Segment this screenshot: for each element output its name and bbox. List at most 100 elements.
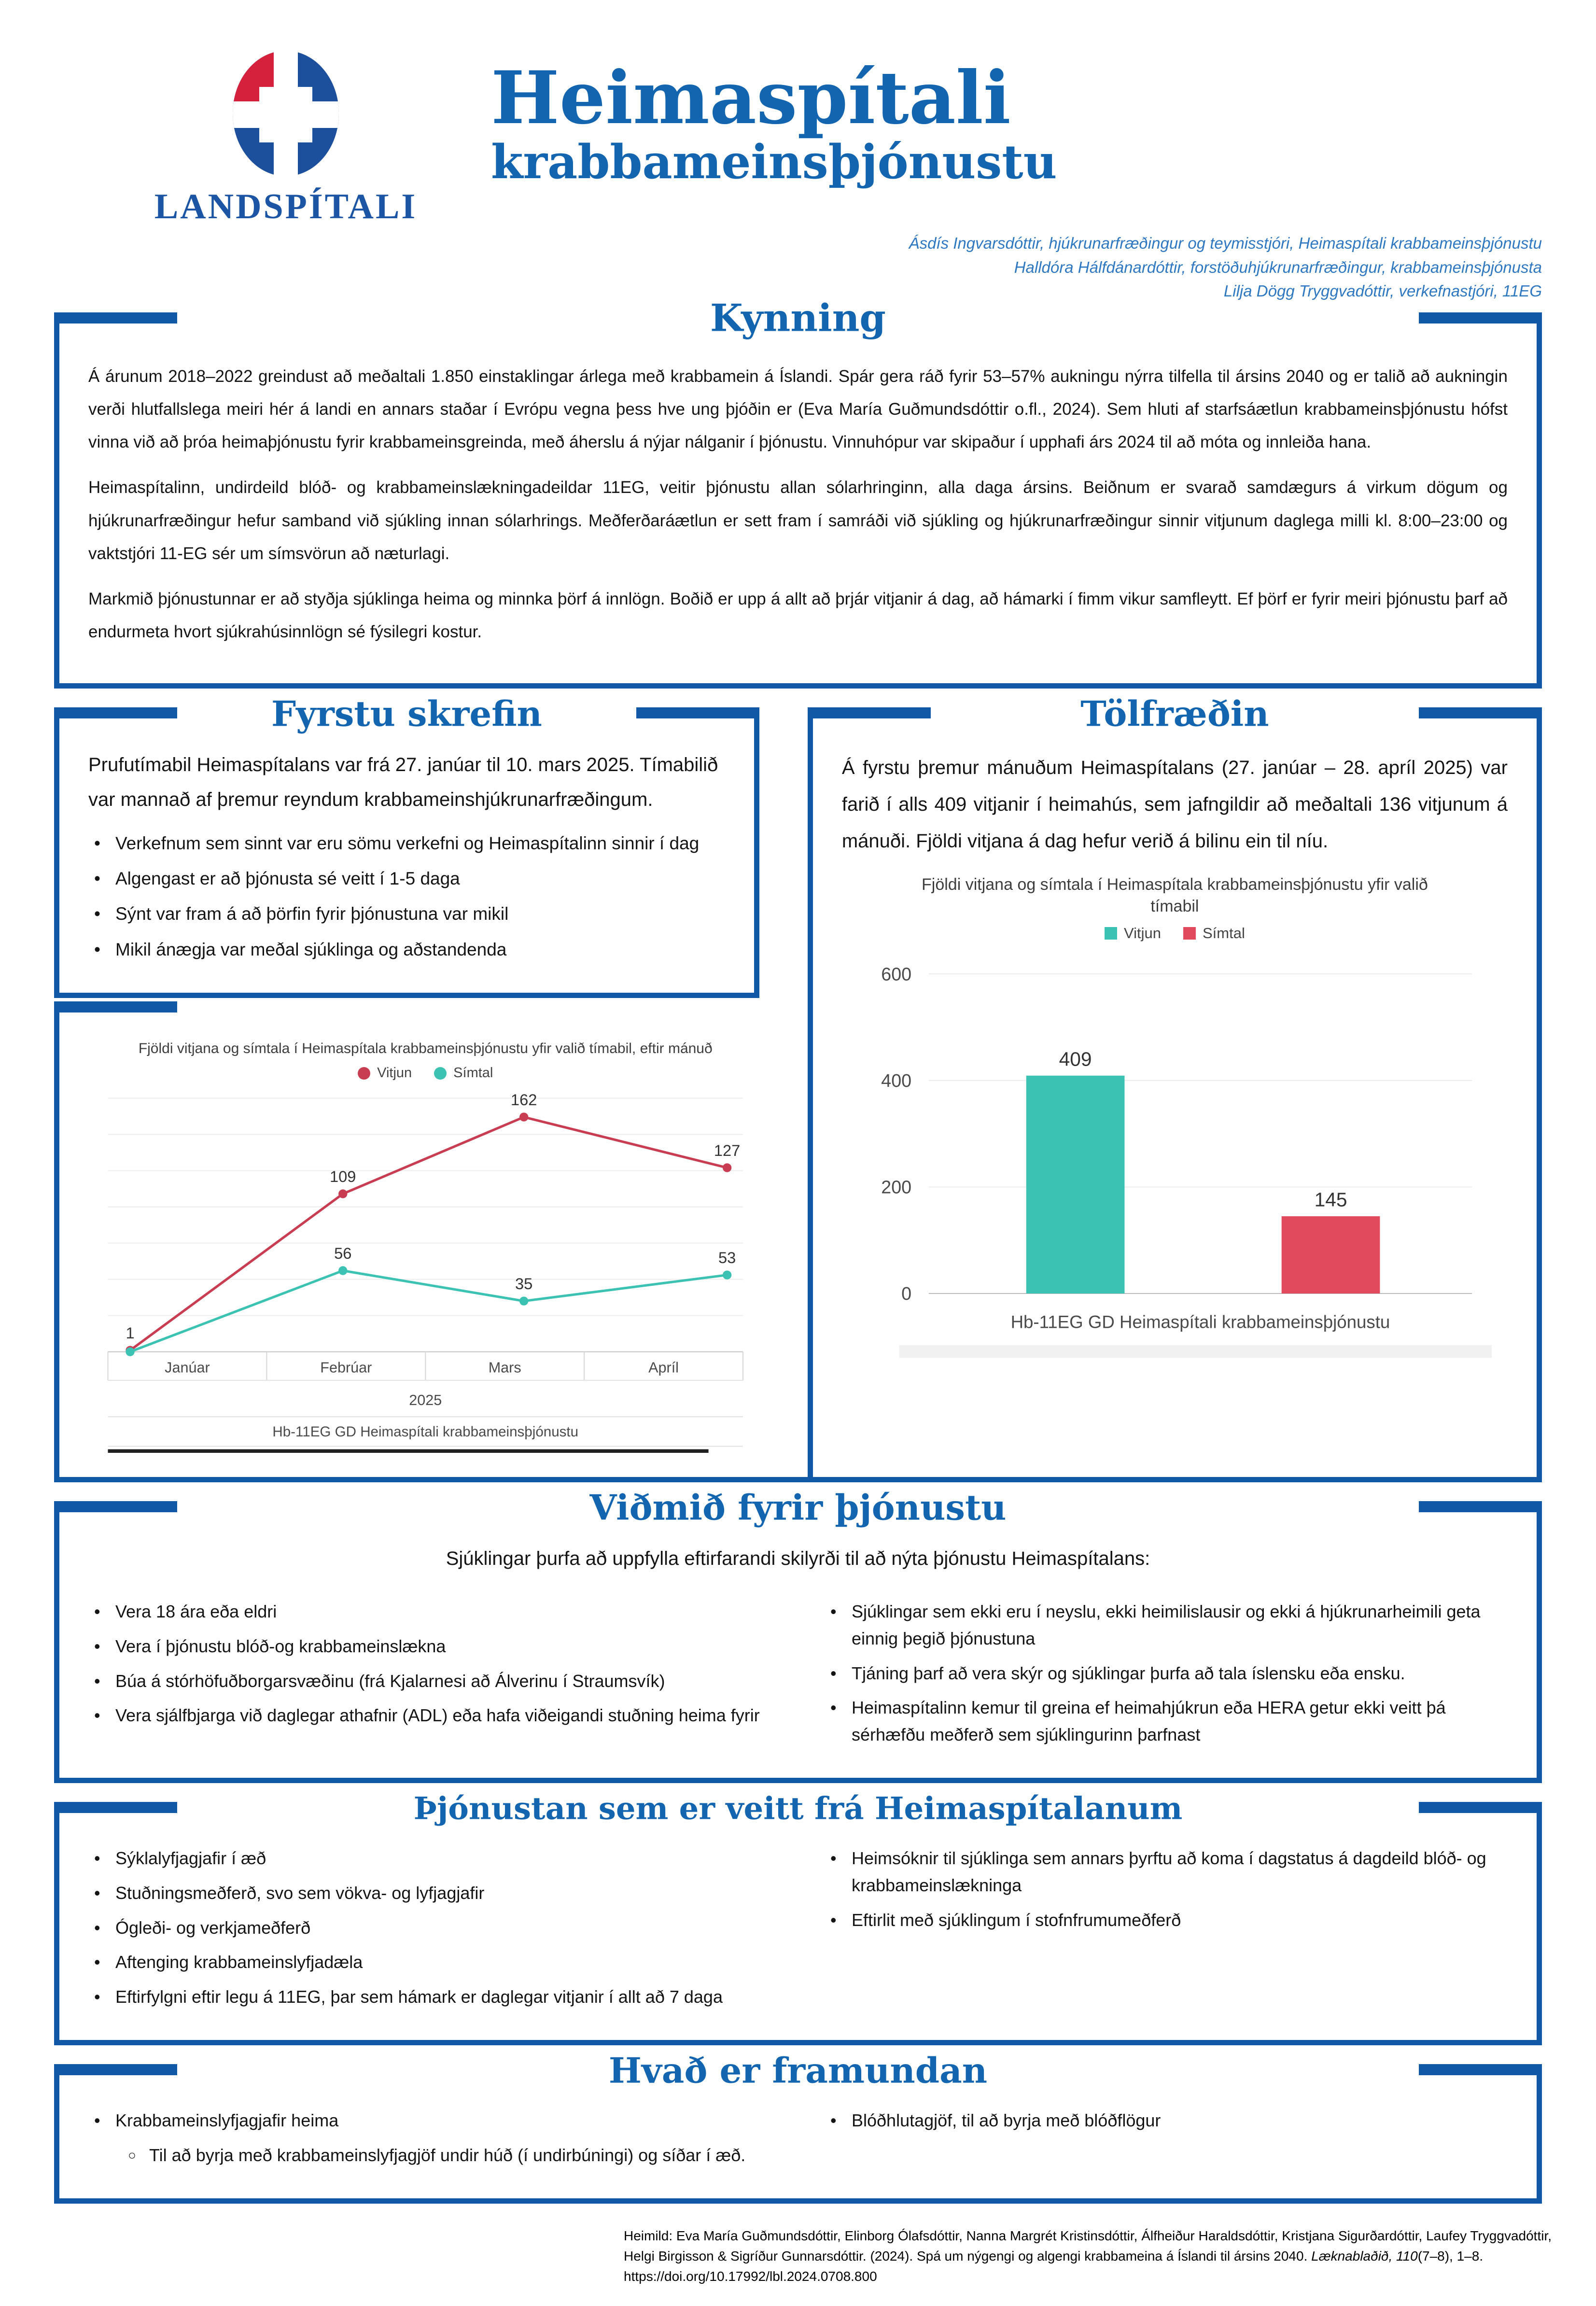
author-line: Halldóra Hálfdánardóttir, forstöðuhjúkru… — [1014, 258, 1542, 276]
bar-chart-title: Fjöldi vitjana og símtala í Heimaspítala… — [922, 875, 1428, 916]
vidmid-intro: Sjúklingar þurfa að uppfylla eftirfarand… — [446, 1548, 1150, 1570]
simtal-swatch-icon — [1183, 927, 1196, 940]
list-item: Eftirlit með sjúklingum í stofnfrumumeðf… — [830, 1907, 1508, 1934]
svg-text:Mars: Mars — [489, 1360, 521, 1376]
list-item: Eftirfylgni eftir legu á 11EG, þar sem h… — [94, 1983, 771, 2011]
legend-item-simtal: Símtal — [1183, 925, 1245, 942]
list-item: Heimsóknir til sjúklinga sem annars þyrf… — [830, 1845, 1508, 1899]
author-line: Ásdís Ingvarsdóttir, hjúkrunarfræðingur … — [909, 234, 1542, 252]
bar-chart-plot: 0 200 400 600 409 145 Hb-11EG GD Heimaspítali … — [855, 947, 1494, 1382]
landspitali-logo: LANDSPÍTALI — [139, 46, 433, 227]
svg-text:109: 109 — [330, 1167, 356, 1185]
landspitali-cross-icon — [225, 46, 346, 183]
section-kynning: Kynning Á árunum 2018–2022 greindust að … — [54, 296, 1542, 689]
thjonustan-left-list: Sýklalyfjagjafir í æð Stuðningsmeðferð, … — [88, 1837, 771, 2018]
list-item: Aftenging krabbameinslyfjadæla — [94, 1949, 771, 1976]
framundan-left-list: Krabbameinslyfjagjafir heima Til að byrj… — [88, 2099, 771, 2177]
framundan-columns: Krabbameinslyfjagjafir heima Til að byrj… — [88, 2099, 1508, 2177]
section-fyrstu-skrefin: Fyrstu skrefin Prufutímabil Heimaspítala… — [54, 692, 759, 998]
tolfraedin-paragraph: Á fyrstu þremur mánuðum Heimaspítalans (… — [841, 757, 1508, 852]
svg-text:162: 162 — [511, 1091, 537, 1109]
line-chart-title: Fjöldi vitjana og símtala í Heimaspítala… — [138, 1040, 713, 1056]
svg-text:0: 0 — [902, 1284, 912, 1304]
list-item: Krabbameinslyfjagjafir heima — [94, 2107, 771, 2134]
list-item: Ógleði- og verkjameðferð — [94, 1914, 771, 1941]
visits-calls-total-bar-chart: Fjöldi vitjana og símtala í Heimaspítala… — [855, 874, 1494, 1382]
list-item: Vera 18 ára eða eldri — [94, 1598, 771, 1625]
svg-text:53: 53 — [718, 1249, 736, 1267]
list-item: Tjáning þarf að vera skýr og sjúklingar … — [830, 1660, 1508, 1687]
line-chart-plot: Janúar Febrúar Mars Apríl 2025 Hb-11EG GD Hei… — [96, 1086, 756, 1455]
vidmid-columns: Vera 18 ára eða eldri Vera í þjónustu bl… — [88, 1590, 1508, 1756]
list-item: Blóðhlutagjöf, til að byrja með blóðflög… — [830, 2107, 1508, 2134]
list-item: Verkefnum sem sinnt var eru sömu verkefn… — [94, 830, 725, 858]
section-title-tolfraedin: Tölfræðin — [1057, 692, 1292, 734]
vidmid-left-list: Vera 18 ára eða eldri Vera í þjónustu bl… — [88, 1590, 771, 1756]
header: LANDSPÍTALI Heimaspítali krabbameinsþjón… — [54, 46, 1542, 227]
svg-text:Apríl: Apríl — [648, 1360, 679, 1376]
legend-label: Vitjun — [1123, 925, 1161, 942]
section-framundan: Hvað er framundan Krabbameinslyfjagjafir… — [54, 2050, 1542, 2204]
poster-title: Heimaspítali krabbameinsþjónustu — [491, 46, 1057, 187]
legend-item-vitjun: Vitjun — [1104, 925, 1161, 942]
list-item: Vera í þjónustu blóð-og krabbameinslækna — [94, 1633, 771, 1660]
list-item: Sjúklingar sem ekki eru í neyslu, ekki h… — [830, 1598, 1508, 1652]
vidmid-right-list: Sjúklingar sem ekki eru í neyslu, ekki h… — [825, 1590, 1508, 1756]
simtal-dot-icon — [434, 1067, 447, 1080]
svg-text:Febrúar: Febrúar — [320, 1360, 372, 1376]
list-item: Sýnt var fram á að þörfin fyrir þjónustu… — [94, 900, 725, 928]
section-vidmid: Viðmið fyrir þjónustu Sjúklingar þurfa a… — [54, 1487, 1542, 1784]
svg-text:400: 400 — [882, 1070, 912, 1091]
reference-journal: Læknablaðið, 110 — [1311, 2248, 1418, 2264]
kynning-paragraph: Heimaspítalinn, undirdeild blóð- og krab… — [88, 478, 1508, 563]
svg-text:1: 1 — [126, 1324, 134, 1342]
kynning-paragraph: Á árunum 2018–2022 greindust að meðaltal… — [88, 366, 1508, 452]
framundan-right-list: Blóðhlutagjöf, til að byrja með blóðflög… — [825, 2099, 1508, 2177]
section-tolfraedin: Tölfræðin Á fyrstu þremur mánuðum Heimas… — [807, 692, 1542, 1483]
section-title-framundan: Hvað er framundan — [585, 2050, 1011, 2091]
svg-text:409: 409 — [1059, 1048, 1092, 1070]
svg-text:127: 127 — [714, 1141, 740, 1159]
svg-text:200: 200 — [882, 1177, 912, 1197]
section-thjonustan: Þjónustan sem er veitt frá Heimaspítalan… — [54, 1790, 1542, 2046]
list-item: Búa á stórhöfuðborgarsvæðinu (frá Kjalar… — [94, 1668, 771, 1695]
framundan-sub-list: Til að byrja með krabbameinslyfjagjöf un… — [115, 2142, 771, 2169]
list-item: Algengast er að þjónusta sé veitt í 1-5 … — [94, 865, 725, 893]
vitjun-swatch-icon — [1104, 927, 1117, 940]
legend-item-vitjun: Vitjun — [358, 1065, 412, 1081]
section-title-kynning: Kynning — [687, 296, 909, 340]
legend-label: Símtal — [1202, 925, 1245, 942]
visits-calls-by-month-line-chart: Fjöldi vitjana og símtala í Heimaspítala… — [86, 1034, 756, 1455]
svg-text:Janúar: Janúar — [165, 1360, 210, 1376]
bar-chart-legend: Vitjun Símtal — [855, 925, 1494, 942]
svg-text:Hb-11EG GD Heimaspítali krabba: Hb-11EG GD Heimaspítali krabbameinsþjónu… — [1011, 1312, 1390, 1332]
list-item: Heimaspítalinn kemur til greina ef heima… — [830, 1694, 1508, 1748]
thjonustan-columns: Sýklalyfjagjafir í æð Stuðningsmeðferð, … — [88, 1837, 1508, 2018]
reference-footnote: Heimild: Eva María Guðmundsdóttir, Elinb… — [624, 2226, 1584, 2287]
legend-item-simtal: Símtal — [434, 1065, 493, 1081]
list-item: Til að byrja með krabbameinslyfjagjöf un… — [128, 2142, 771, 2169]
svg-text:600: 600 — [882, 964, 912, 984]
fyrstu-bullet-list: Verkefnum sem sinnt var eru sömu verkefn… — [88, 830, 725, 964]
brand-wordmark: LANDSPÍTALI — [154, 187, 418, 226]
line-chart-legend: Vitjun Símtal — [96, 1065, 756, 1081]
author-line: Lilja Dögg Tryggvadóttir, verkefnastjóri… — [1223, 282, 1542, 300]
section-title-fyrstu-skrefin: Fyrstu skrefin — [248, 692, 565, 734]
legend-label: Vitjun — [377, 1065, 412, 1081]
svg-text:2025: 2025 — [409, 1392, 442, 1408]
svg-text:35: 35 — [515, 1275, 532, 1293]
svg-text:145: 145 — [1315, 1189, 1347, 1211]
svg-text:56: 56 — [334, 1245, 351, 1263]
svg-text:Hb-11EG GD Heimaspítali krabba: Hb-11EG GD Heimaspítali krabbameinsþjónu… — [272, 1424, 578, 1440]
section-title-thjonustan: Þjónustan sem er veitt frá Heimaspítalan… — [390, 1790, 1206, 1827]
vitjun-dot-icon — [358, 1067, 371, 1080]
author-list: Ásdís Ingvarsdóttir, hjúkrunarfræðingur … — [54, 231, 1542, 303]
fyrstu-intro: Prufutímabil Heimaspítalans var frá 27. … — [88, 754, 718, 810]
legend-label: Símtal — [453, 1065, 493, 1081]
list-item: Mikil ánægja var meðal sjúklinga og aðst… — [94, 936, 725, 964]
poster-title-line2: krabbameinsþjónustu — [491, 134, 1057, 189]
section-title-vidmid: Viðmið fyrir þjónustu — [566, 1487, 1030, 1528]
middle-grid: Fyrstu skrefin Prufutímabil Heimaspítala… — [54, 692, 1542, 1483]
kynning-paragraph: Markmið þjónustunnar er að styðja sjúkli… — [88, 590, 1508, 642]
